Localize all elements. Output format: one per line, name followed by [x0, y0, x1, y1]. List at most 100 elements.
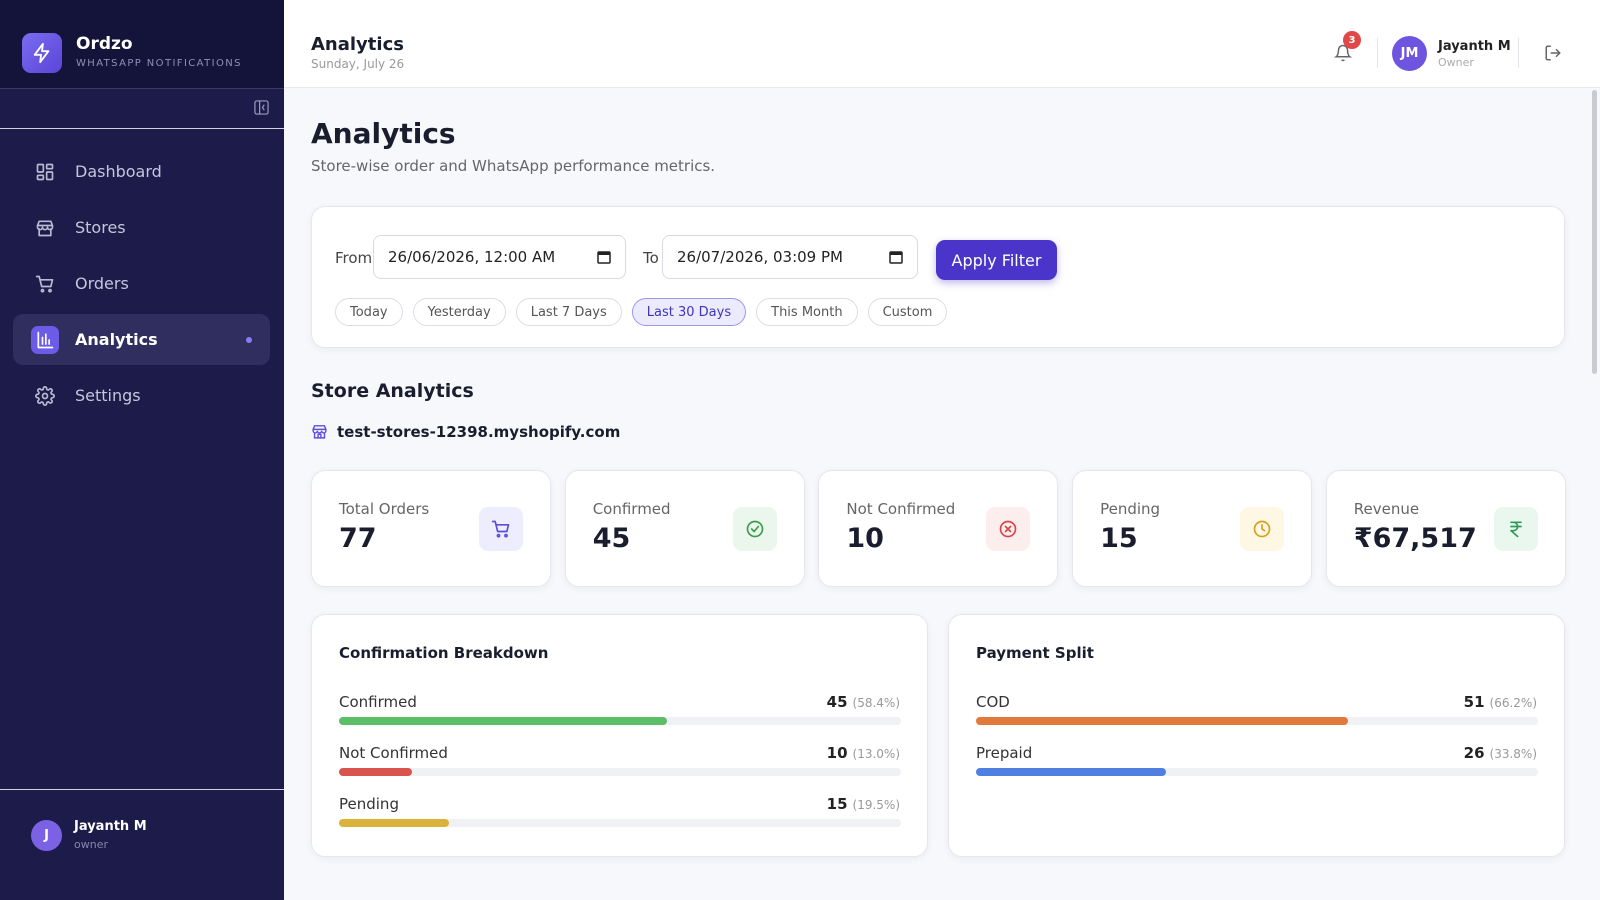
from-input[interactable]: 26/06/2026, 12:00 AM: [373, 235, 626, 279]
active-dot: [246, 336, 252, 343]
divider: [1377, 38, 1378, 68]
calendar-icon: [597, 251, 611, 264]
row-percent: (13.0%): [852, 747, 900, 761]
progress-track: [339, 717, 901, 725]
logo: [22, 33, 62, 73]
row-count: 51: [1463, 693, 1485, 711]
nav-icon-glyph: [37, 331, 54, 348]
nav-icon-glyph: [35, 275, 54, 293]
nav-label: Dashboard: [75, 162, 162, 181]
row-label: Prepaid: [976, 744, 1033, 762]
divider: [0, 789, 284, 790]
progress-track: [339, 819, 901, 827]
preset-chip[interactable]: This Month: [756, 298, 858, 326]
stat-icon: [732, 507, 777, 551]
row-percent: (33.8%): [1489, 747, 1537, 761]
preset-chip[interactable]: Custom: [867, 298, 948, 326]
progress-fill: [976, 768, 1166, 776]
nav-item[interactable]: Dashboard: [13, 146, 270, 197]
nav-label: Settings: [75, 386, 141, 405]
breakdown-card: Confirmation Breakdown Confirmed 45 (58.4%)…: [311, 614, 928, 857]
row-percent: (19.5%): [852, 798, 900, 812]
stat-value: 45: [592, 523, 631, 554]
row-percent: (66.2%): [1489, 696, 1537, 710]
stat-icon: [986, 507, 1031, 551]
nav-icon: [31, 270, 59, 298]
subheading: Store-wise order and WhatsApp performanc…: [311, 157, 716, 175]
stat-icon: [1240, 507, 1285, 551]
store-domain: test-stores-12398.myshopify.com: [337, 423, 621, 441]
stat-icon-glyph: [491, 520, 510, 538]
preset-chip[interactable]: Last 7 Days: [515, 298, 622, 326]
notification-bell[interactable]: [1334, 43, 1352, 63]
section-heading: Store Analytics: [311, 380, 474, 402]
from-value: 26/06/2026, 12:00 AM: [388, 248, 556, 266]
stat-label: Not Confirmed: [846, 500, 956, 518]
logout-button[interactable]: [1544, 44, 1562, 62]
stat-value: 15: [1100, 523, 1138, 554]
preset-list: Today Yesterday Last 7 Days Last 30 Days Thi…: [335, 298, 948, 326]
calendar-icon: [889, 251, 903, 264]
divider: [1518, 38, 1519, 68]
apply-filter-button[interactable]: Apply Filter: [936, 240, 1057, 280]
nav-icon: [31, 214, 59, 242]
topbar: Analytics Sunday, July 26 3 JM Jayanth M…: [284, 0, 1600, 88]
stat-icon: [1493, 507, 1538, 551]
from-label: From: [335, 249, 373, 267]
divider: [0, 128, 284, 129]
row-label: Not Confirmed: [339, 744, 448, 762]
nav-label: Analytics: [75, 330, 158, 349]
sidebar: Ordzo WHATSAPP NOTIFICATIONS J Jayanth M…: [0, 0, 284, 900]
user-avatar[interactable]: JM: [1392, 36, 1427, 71]
row-value: 10 (13.0%): [827, 744, 900, 762]
row-percent: (58.4%): [852, 696, 900, 710]
stat-card: Pending 15: [1072, 470, 1313, 587]
breakdown-card: Payment Split COD 51 (66.2%) Prepaid 26 (33.8%…: [948, 614, 1565, 857]
row-value: 15 (19.5%): [827, 795, 900, 813]
user-role: owner: [74, 838, 108, 851]
nav-icon-glyph: [36, 163, 54, 180]
row-label: Confirmed: [339, 693, 417, 711]
card-title: Payment Split: [976, 644, 1094, 662]
nav-icon-glyph: [35, 385, 55, 406]
stat-icon: [479, 507, 523, 551]
divider: [0, 88, 284, 89]
progress-track: [976, 717, 1538, 725]
stat-label: Revenue: [1353, 500, 1420, 518]
nav-item[interactable]: Analytics: [13, 314, 270, 365]
stat-value: 77: [339, 523, 377, 554]
stat-value: 10: [846, 523, 884, 554]
page-date: Sunday, July 26: [311, 57, 405, 71]
page-title: Analytics: [311, 34, 404, 55]
row-value: 26 (33.8%): [1464, 744, 1537, 762]
heading: Analytics: [311, 117, 456, 150]
nav-item[interactable]: Orders: [13, 258, 270, 309]
card-title: Confirmation Breakdown: [339, 644, 549, 662]
stat-label: Pending: [1100, 500, 1161, 518]
stat-icon-glyph: [1000, 520, 1017, 538]
collapse-button[interactable]: [254, 100, 269, 115]
nav-item[interactable]: Stores: [13, 202, 270, 253]
to-input[interactable]: 26/07/2026, 03:09 PM: [662, 235, 918, 279]
stat-label: Total Orders: [339, 500, 430, 518]
stat-card: Confirmed 45: [564, 470, 805, 587]
preset-chip[interactable]: Yesterday: [412, 298, 506, 326]
to-label: To: [643, 249, 659, 267]
user-name: Jayanth M: [74, 819, 147, 834]
stat-value: ₹67,517: [1353, 523, 1477, 554]
nav-item[interactable]: Settings: [13, 370, 270, 421]
stat-icon-glyph: [1509, 521, 1522, 538]
user-role: Owner: [1438, 56, 1474, 69]
progress-fill: [339, 819, 449, 827]
progress-track: [976, 768, 1538, 776]
row-count: 45: [826, 693, 848, 711]
stat-label: Confirmed: [592, 500, 671, 518]
preset-chip[interactable]: Last 30 Days: [631, 298, 747, 326]
preset-chip[interactable]: Today: [335, 298, 403, 326]
row-count: 10: [826, 744, 848, 762]
scrollbar[interactable]: [1592, 90, 1597, 374]
row-count: 26: [1463, 744, 1485, 762]
stat-card: Not Confirmed 10: [818, 470, 1059, 587]
